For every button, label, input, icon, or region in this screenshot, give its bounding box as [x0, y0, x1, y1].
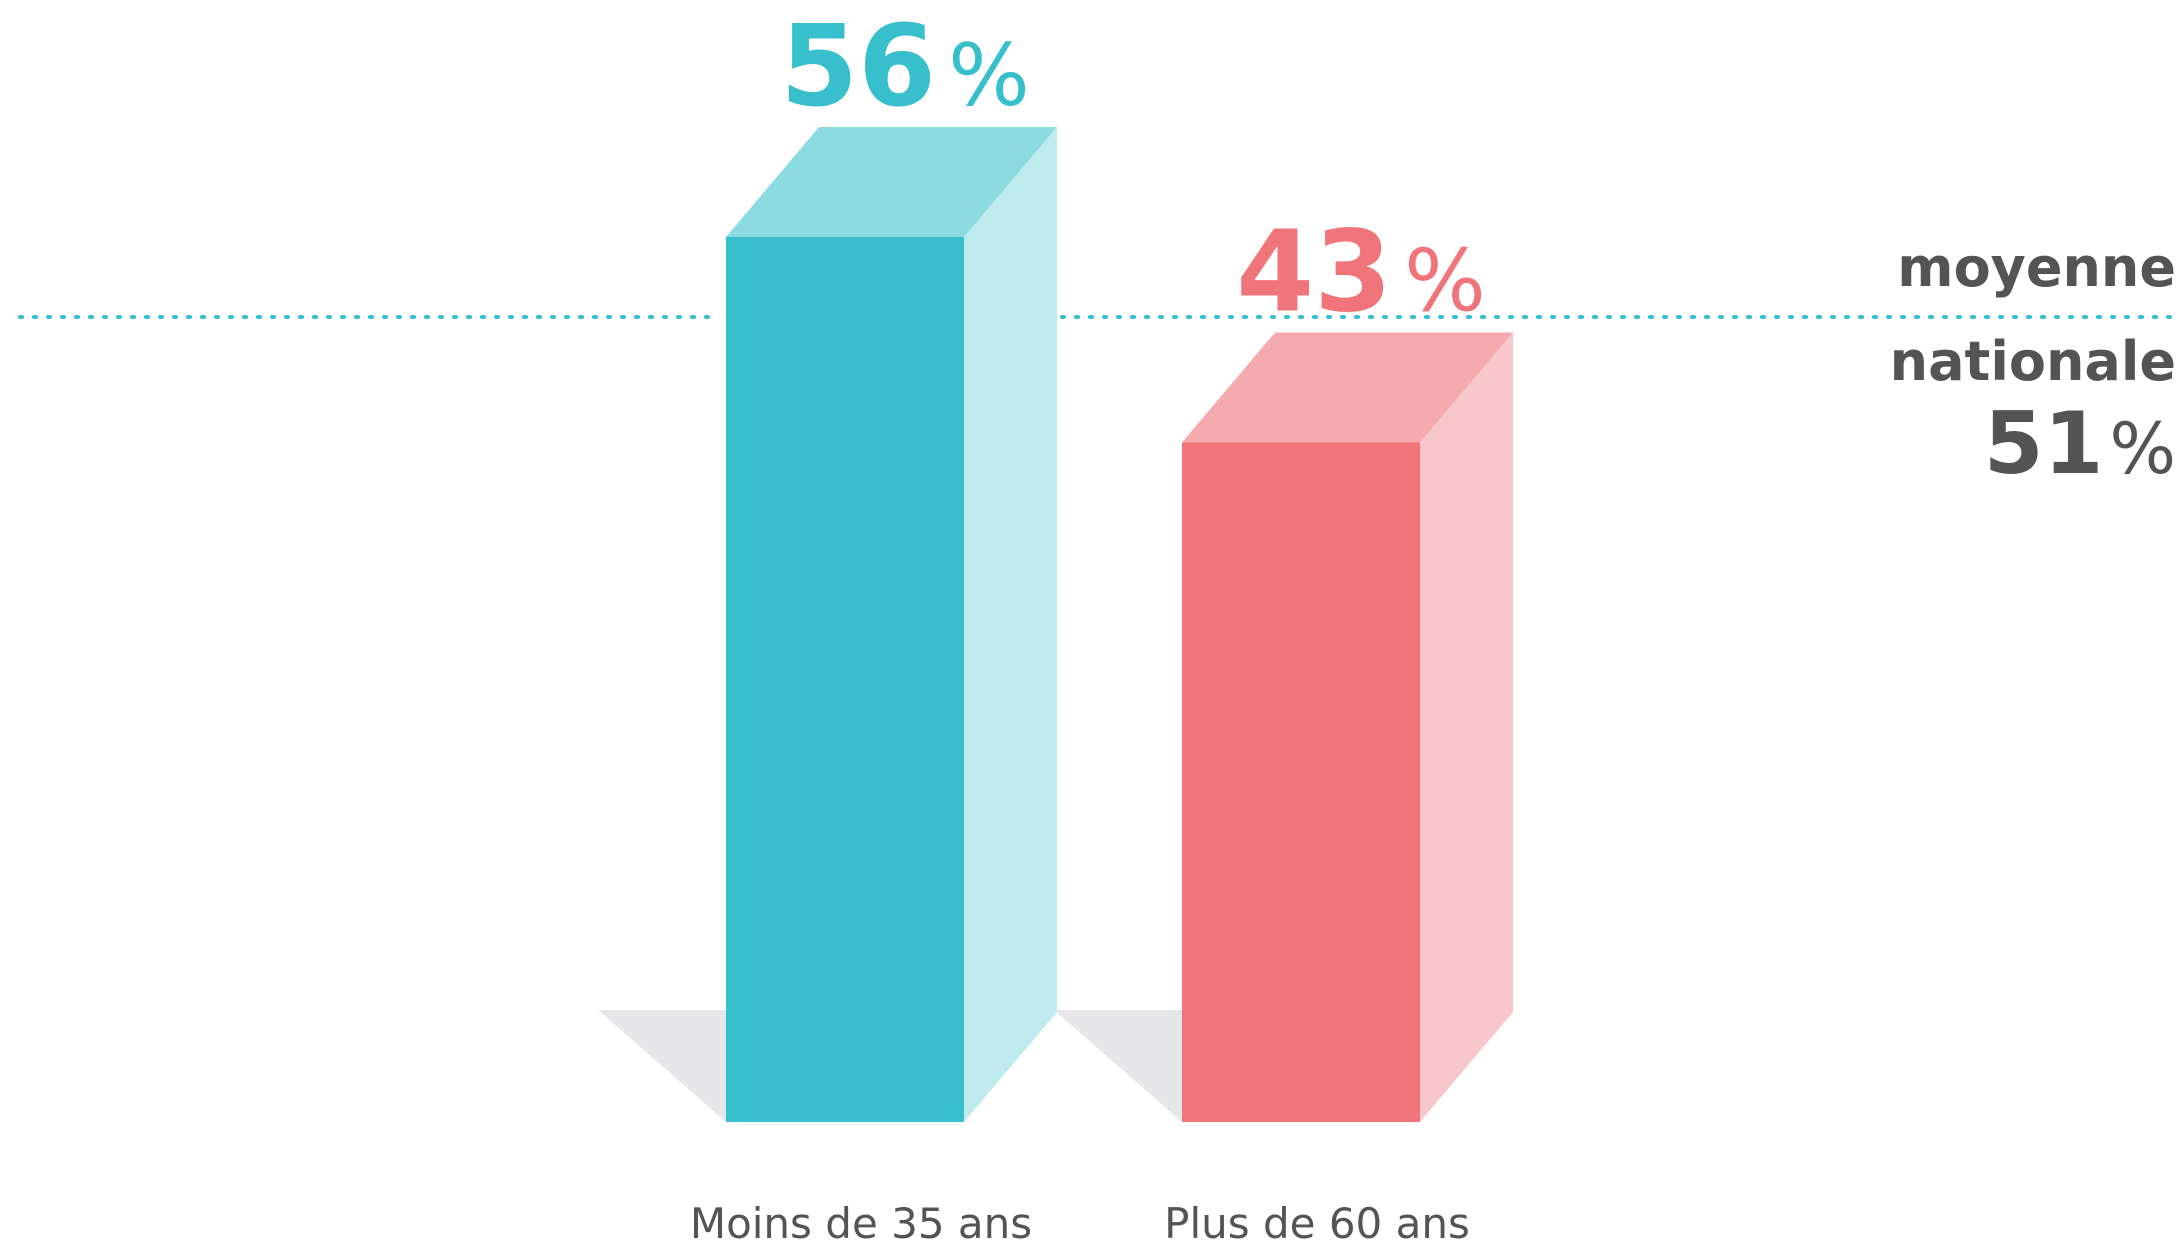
bars — [726, 127, 1513, 1123]
value-label: 56% — [780, 2, 1030, 132]
value-unit: % — [1404, 231, 1486, 331]
bar-side — [964, 127, 1057, 1122]
value-unit: % — [948, 26, 1030, 126]
average-value: 51% — [1984, 394, 2176, 494]
value-labels: 56 %43% — [780, 2, 1486, 337]
bar-shadow — [1054, 1010, 1182, 1122]
category-label: Plus de 60 ans — [1164, 1199, 1470, 1246]
bar — [726, 237, 964, 1122]
average-label-line2: nationale — [1890, 330, 2176, 393]
average-number: 51 — [1984, 394, 2104, 494]
value-number: 56 — [780, 2, 936, 132]
average-label-line1: moyenne — [1897, 236, 2176, 299]
bar-side — [1420, 332, 1513, 1123]
bar-shadow — [598, 1010, 726, 1122]
value-number: 43 — [1236, 207, 1392, 337]
bar-shadows — [598, 1010, 1182, 1122]
bar-top — [1182, 332, 1513, 443]
value-label: 43% — [1236, 207, 1486, 337]
bar — [1182, 442, 1420, 1123]
bar-top — [726, 127, 1057, 237]
average-unit: % — [2109, 408, 2176, 490]
category-label: Moins de 35 ans — [690, 1199, 1032, 1246]
category-labels: Moins de 35 ans Plus de 60 ans — [690, 1199, 1470, 1246]
